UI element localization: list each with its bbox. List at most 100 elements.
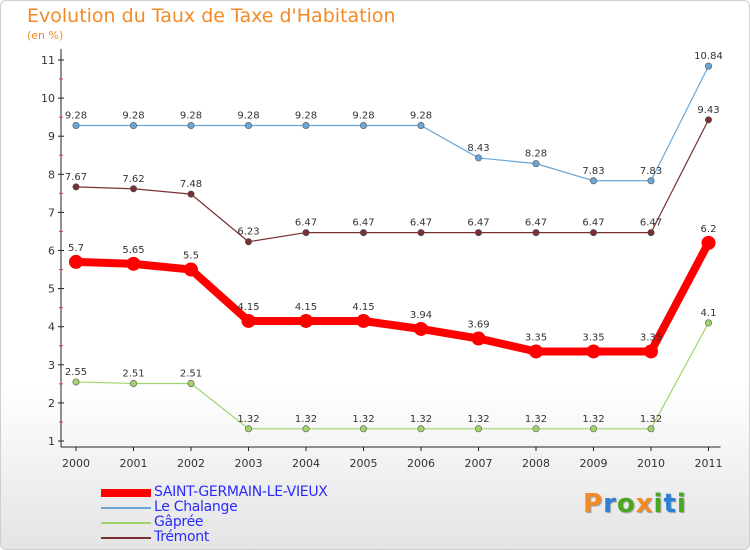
data-point (589, 425, 597, 433)
data-point (417, 425, 425, 433)
data-point (130, 185, 138, 193)
x-tick-label: 2005 (350, 457, 378, 470)
data-point (414, 321, 428, 336)
data-label: 4.15 (295, 302, 317, 313)
x-tick-label: 2001 (120, 457, 148, 470)
data-label: 5.5 (183, 251, 199, 262)
data-point (187, 190, 195, 198)
legend-label: Le Chalange (154, 499, 238, 515)
data-label: 6.47 (352, 218, 374, 229)
data-point (302, 425, 310, 433)
data-point (417, 229, 425, 237)
series-line (75, 322, 710, 430)
data-label: 1.32 (467, 414, 489, 425)
data-point (589, 229, 597, 237)
data-point (532, 229, 540, 237)
data-label: 9.28 (410, 111, 432, 122)
data-point (126, 256, 141, 271)
legend-swatch (101, 489, 151, 497)
data-point (704, 62, 712, 70)
data-label: 4.15 (352, 302, 374, 313)
data-point (245, 122, 253, 130)
data-point (474, 154, 482, 162)
y-tick-label: 11 (41, 54, 55, 67)
data-label: 7.83 (640, 166, 662, 177)
series-line (75, 119, 710, 243)
data-point (359, 122, 367, 130)
data-label: 9.28 (122, 111, 144, 122)
y-tick-label: 2 (48, 397, 55, 410)
data-label: 1.32 (525, 414, 547, 425)
data-label: 4.15 (237, 302, 259, 313)
data-point (130, 379, 138, 387)
legend-swatch (101, 507, 151, 509)
data-label: 4.1 (701, 308, 717, 319)
data-label: 1.32 (640, 414, 662, 425)
y-tick-label: 1 (48, 435, 55, 448)
data-point (359, 425, 367, 433)
data-label: 7.67 (65, 172, 87, 183)
legend-label: Gâprée (154, 514, 204, 530)
data-point (72, 183, 80, 191)
data-label: 2.51 (180, 368, 202, 379)
data-point (704, 319, 712, 327)
data-label: 1.32 (410, 414, 432, 425)
data-label: 7.48 (180, 179, 202, 190)
legend-swatch (101, 537, 151, 539)
data-point (302, 229, 310, 237)
series-line (75, 65, 710, 182)
legend-label: SAINT-GERMAIN-LE-VIEUX (154, 484, 328, 500)
data-label: 3.69 (467, 320, 489, 331)
data-point (130, 122, 138, 130)
data-point (72, 378, 80, 386)
data-label: 2.51 (122, 368, 144, 379)
x-tick-label: 2004 (292, 457, 320, 470)
y-tick-label: 7 (48, 206, 55, 219)
data-label: 9.28 (352, 111, 374, 122)
data-label: 7.83 (582, 166, 604, 177)
logo-letter: t (663, 489, 677, 519)
data-point (299, 313, 313, 328)
x-tick-label: 2006 (407, 457, 435, 470)
y-tick-label: 10 (41, 92, 55, 105)
data-label: 9.28 (180, 111, 202, 122)
y-tick-label: 4 (48, 321, 55, 334)
data-point (532, 425, 540, 433)
data-point (474, 229, 482, 237)
data-label: 9.28 (295, 111, 317, 122)
x-tick-label: 2010 (637, 457, 665, 470)
legend-swatch (101, 522, 151, 524)
data-point (704, 116, 712, 124)
logo-letter: i (653, 489, 664, 519)
data-point (241, 313, 256, 328)
series-line (72, 238, 713, 356)
legend-label: Trémont (154, 529, 210, 545)
x-tick-label: 2000 (62, 457, 90, 470)
logo-letter: r (603, 489, 617, 519)
data-label: 6.47 (410, 218, 432, 229)
data-label: 6.47 (467, 218, 489, 229)
data-point (184, 262, 198, 277)
logo-letter: x (635, 489, 654, 519)
data-point (474, 425, 482, 433)
x-tick-label: 2008 (522, 457, 550, 470)
y-tick-label: 9 (48, 130, 55, 143)
data-label: 1.32 (295, 414, 317, 425)
y-tick-label: 3 (48, 359, 55, 372)
x-tick-label: 2007 (465, 457, 493, 470)
chart-title: Evolution du Taux de Taxe d'Habitation (27, 5, 396, 27)
line-chart: 1 2 3 4 5 6 7 8 9 10 11 2000 2001 2002 2003 2004 2005 200… (41, 49, 723, 470)
data-label: 3.35 (525, 332, 547, 343)
data-point (586, 344, 601, 359)
y-tick-label: 8 (48, 168, 55, 181)
data-point (529, 344, 543, 359)
y-tick-label: 6 (48, 245, 55, 258)
data-point (245, 238, 253, 246)
data-point (701, 235, 716, 250)
data-label: 5.65 (122, 245, 144, 256)
data-label: 9.28 (65, 111, 87, 122)
data-point (589, 177, 597, 185)
x-tick-label: 2003 (235, 457, 263, 470)
logo-letter: o (616, 489, 636, 519)
